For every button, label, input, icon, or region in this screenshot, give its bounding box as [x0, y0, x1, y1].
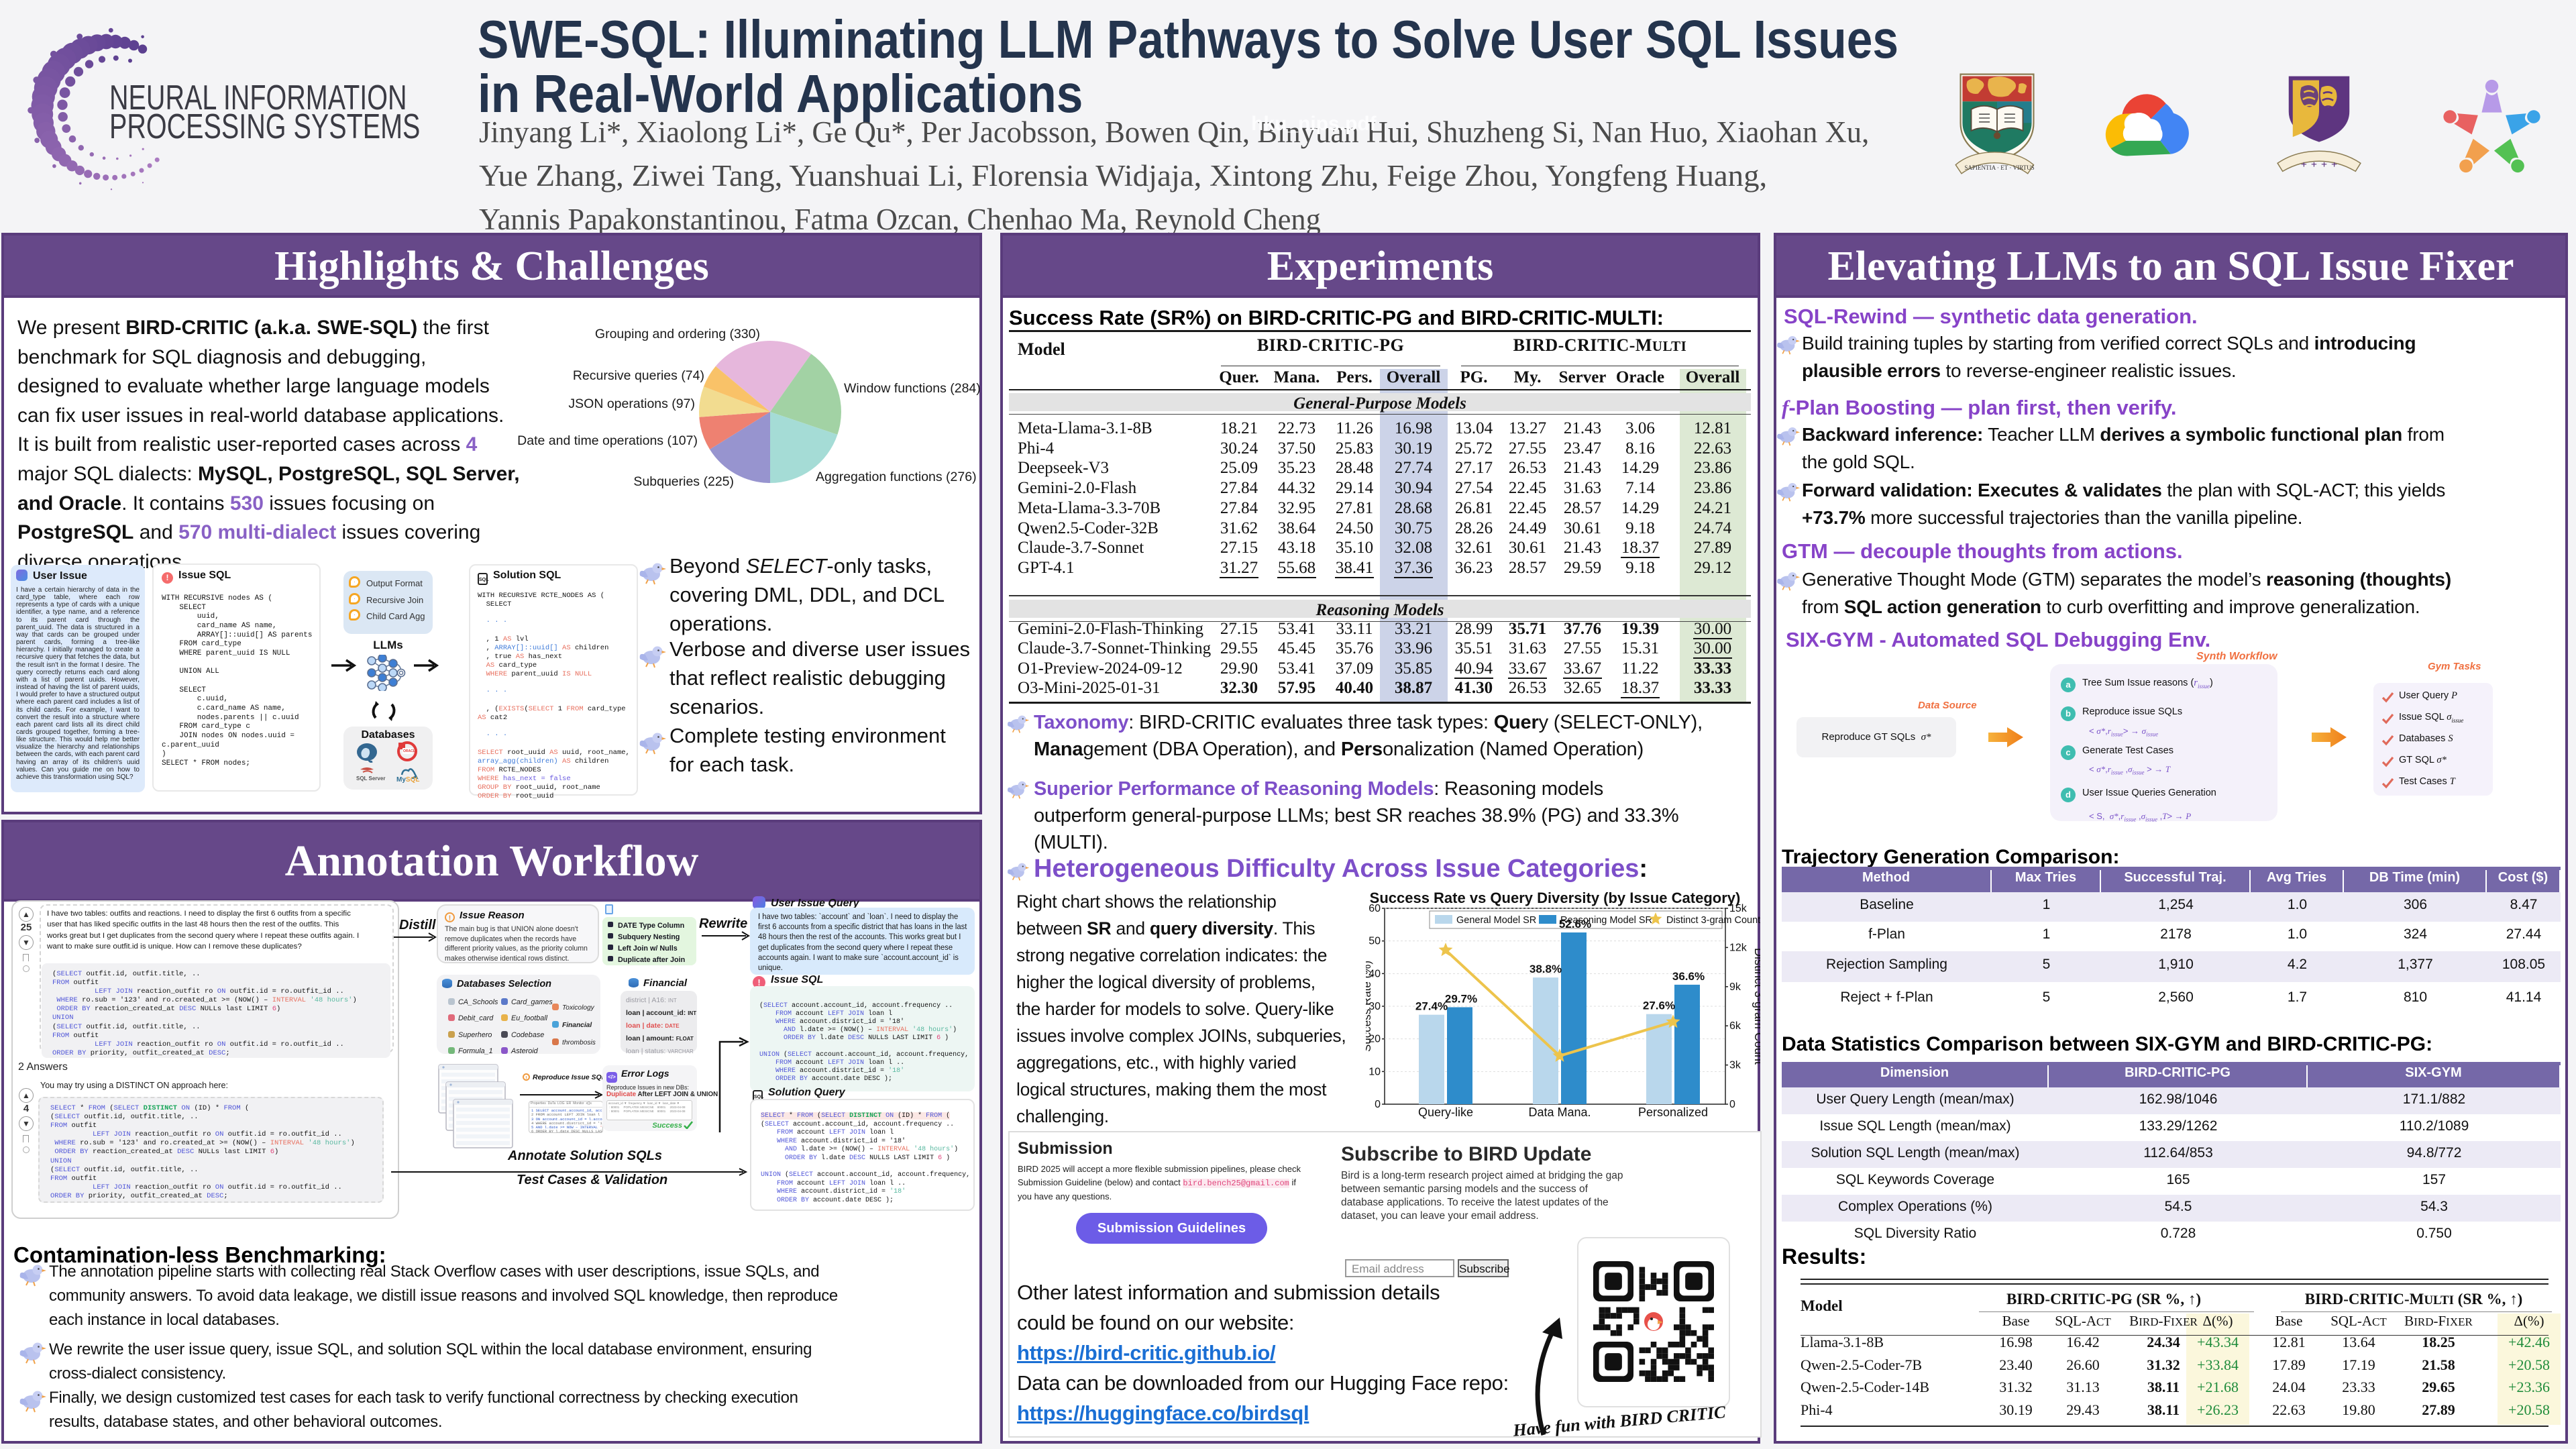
- svg-text:20: 20: [1368, 1034, 1381, 1045]
- svg-text:12k: 12k: [1729, 942, 1748, 953]
- svg-text:SQL Server: SQL Server: [356, 775, 385, 782]
- svg-text:Distinct 3-gram Count: Distinct 3-gram Count: [1666, 915, 1760, 926]
- svg-text:General Model SR: General Model SR: [1456, 915, 1536, 926]
- svg-text:MySQL: MySQL: [396, 776, 419, 784]
- svg-text:Personalized: Personalized: [1638, 1106, 1708, 1119]
- svg-text:Query-like: Query-like: [1418, 1106, 1473, 1119]
- svg-text:Distinct 3-gram Count: Distinct 3-gram Count: [1752, 948, 1760, 1065]
- svg-text:60: 60: [1368, 903, 1381, 914]
- svg-text:0: 0: [1729, 1099, 1735, 1110]
- svg-text:10: 10: [1368, 1066, 1381, 1077]
- svg-text:27.6%: 27.6%: [1643, 1000, 1675, 1012]
- svg-text:36.6%: 36.6%: [1672, 970, 1705, 983]
- svg-text:6k: 6k: [1729, 1020, 1741, 1032]
- svg-text:15k: 15k: [1729, 903, 1748, 914]
- svg-text:Data Mana.: Data Mana.: [1528, 1106, 1591, 1119]
- svg-text:29.7%: 29.7%: [1445, 992, 1477, 1005]
- svg-text:27.4%: 27.4%: [1415, 1000, 1448, 1013]
- svg-text:52.6%: 52.6%: [1559, 918, 1591, 930]
- svg-text:30: 30: [1368, 1001, 1381, 1012]
- svg-text:3k: 3k: [1729, 1060, 1741, 1071]
- svg-text:ORACLE: ORACLE: [403, 749, 418, 753]
- svg-text:50: 50: [1368, 936, 1381, 947]
- svg-text:38.8%: 38.8%: [1529, 963, 1562, 975]
- svg-text:SAPIENTIA · ET · VIRTUS: SAPIENTIA · ET · VIRTUS: [1964, 164, 2034, 171]
- svg-text:0: 0: [1375, 1099, 1381, 1110]
- svg-text:Success Rate (%): Success Rate (%): [1366, 961, 1373, 1052]
- svg-text:9k: 9k: [1729, 981, 1741, 993]
- svg-text:Reasoning Model SR: Reasoning Model SR: [1560, 915, 1652, 926]
- svg-text:40: 40: [1368, 968, 1381, 979]
- svg-text:Success Rate vs Query Diversit: Success Rate vs Query Diversity (by Issu…: [1370, 890, 1741, 906]
